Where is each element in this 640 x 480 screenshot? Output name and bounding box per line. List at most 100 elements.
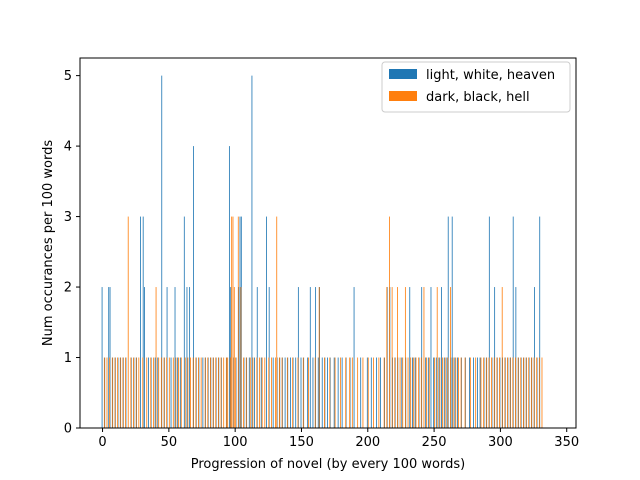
bar-series-0 [401, 357, 403, 428]
bar-series-1 [223, 357, 225, 428]
bar-series-1 [512, 357, 514, 428]
bar-series-0 [479, 357, 481, 428]
bar-series-1 [517, 357, 519, 428]
bar-series-1 [271, 357, 272, 428]
bar-series-0 [202, 357, 204, 428]
bar-series-0 [295, 357, 297, 428]
y-tick-label: 2 [64, 281, 72, 296]
bar-series-0 [266, 216, 267, 428]
x-tick-label: 150 [289, 435, 314, 450]
bar-series-0 [333, 357, 335, 428]
bar-series-1 [264, 357, 266, 428]
bar-series-0 [321, 357, 323, 428]
bar-series-1 [204, 357, 206, 428]
bar-series-0 [438, 357, 440, 428]
bar-series-1 [389, 216, 390, 428]
bar-series-1 [404, 287, 406, 428]
bar-series-1 [281, 357, 283, 428]
bar-series-1 [452, 357, 454, 428]
bar-series-1 [302, 357, 304, 428]
bar-series-1 [412, 357, 414, 428]
bar-series-1 [460, 357, 462, 428]
bar-series-1 [198, 357, 199, 428]
bar-series-0 [488, 216, 490, 428]
x-tick-label: 50 [161, 435, 178, 450]
legend: light, white, heaven dark, black, hell [381, 61, 571, 113]
y-tick-label: 0 [64, 422, 72, 437]
bar-series-1 [220, 357, 222, 428]
bar-series-1 [329, 357, 331, 428]
legend-label-dark: dark, black, hell [426, 90, 530, 105]
bar-series-0 [154, 357, 156, 428]
bar-series-1 [187, 357, 189, 428]
bar-series-1 [240, 287, 242, 428]
bar-series-1 [231, 216, 233, 428]
bar-series-0 [161, 75, 163, 429]
bar-series-1 [488, 357, 490, 428]
bar-series-1 [184, 357, 186, 428]
bar-series-1 [217, 357, 219, 428]
bar-series-0 [443, 357, 445, 428]
bar-series-0 [454, 357, 456, 428]
bar-series-0 [309, 287, 311, 428]
bar-series-1 [268, 357, 270, 428]
bar-series-0 [177, 357, 179, 428]
x-tick-label: 300 [488, 435, 513, 450]
bar-series-1 [391, 287, 393, 428]
bar-series-1 [523, 357, 524, 428]
x-tick-label: 350 [554, 435, 579, 450]
bar-series-0 [260, 357, 262, 428]
bar-series-1 [245, 357, 247, 428]
bar-series-1 [243, 357, 244, 428]
bar-series-1 [499, 357, 500, 428]
bar-series-1 [225, 357, 227, 428]
x-axis-label: Progression of novel (by every 100 words… [191, 457, 465, 472]
bar-series-0 [341, 357, 343, 428]
y-axis-ticks: 0 1 2 3 4 5 [64, 69, 80, 437]
bar-series-0 [101, 287, 103, 428]
bar-series-1 [155, 287, 157, 428]
bar-series-1 [426, 357, 428, 428]
bar-series-1 [109, 357, 111, 428]
bar-series-0 [327, 357, 328, 428]
bar-series-1 [210, 357, 211, 428]
bar-series-0 [512, 216, 514, 428]
bar-series-1 [111, 357, 113, 428]
bar-series-1 [275, 357, 276, 428]
bar-series-1 [138, 357, 140, 428]
bar-series-1 [232, 216, 234, 428]
bar-series-0 [144, 287, 145, 428]
bar-series-1 [297, 357, 299, 428]
bar-series-1 [410, 357, 412, 428]
bar-series-1 [530, 357, 532, 428]
bar-series-1 [475, 357, 477, 428]
bar-series-1 [233, 287, 235, 428]
bar-series-1 [229, 357, 231, 428]
bar-series-0 [435, 357, 437, 428]
y-tick-label: 3 [64, 210, 72, 225]
x-tick-label: 100 [223, 435, 248, 450]
bar-series-0 [142, 216, 144, 428]
legend-frame [381, 61, 571, 113]
bar-series-1 [480, 357, 482, 428]
bar-series-1 [252, 357, 254, 428]
bar-series-0 [476, 357, 478, 428]
bar-series-0 [148, 357, 149, 428]
bar-series-1 [237, 216, 239, 428]
y-tick-label: 1 [64, 351, 72, 366]
bar-series-1 [158, 357, 160, 428]
bar-series-0 [284, 357, 286, 428]
bar-series-0 [337, 357, 339, 428]
bar-series-0 [539, 216, 541, 428]
bar-series-1 [318, 287, 320, 428]
bar-series-0 [170, 357, 172, 428]
bar-series-1 [117, 357, 119, 428]
bar-series-1 [351, 357, 353, 428]
bar-series-0 [186, 287, 188, 428]
bar-series-1 [442, 357, 443, 428]
bar-series-1 [386, 287, 388, 428]
bar-series-1 [119, 357, 121, 428]
y-axis-label: Num occurances per 100 words [41, 140, 56, 346]
bar-series-1 [127, 216, 129, 428]
